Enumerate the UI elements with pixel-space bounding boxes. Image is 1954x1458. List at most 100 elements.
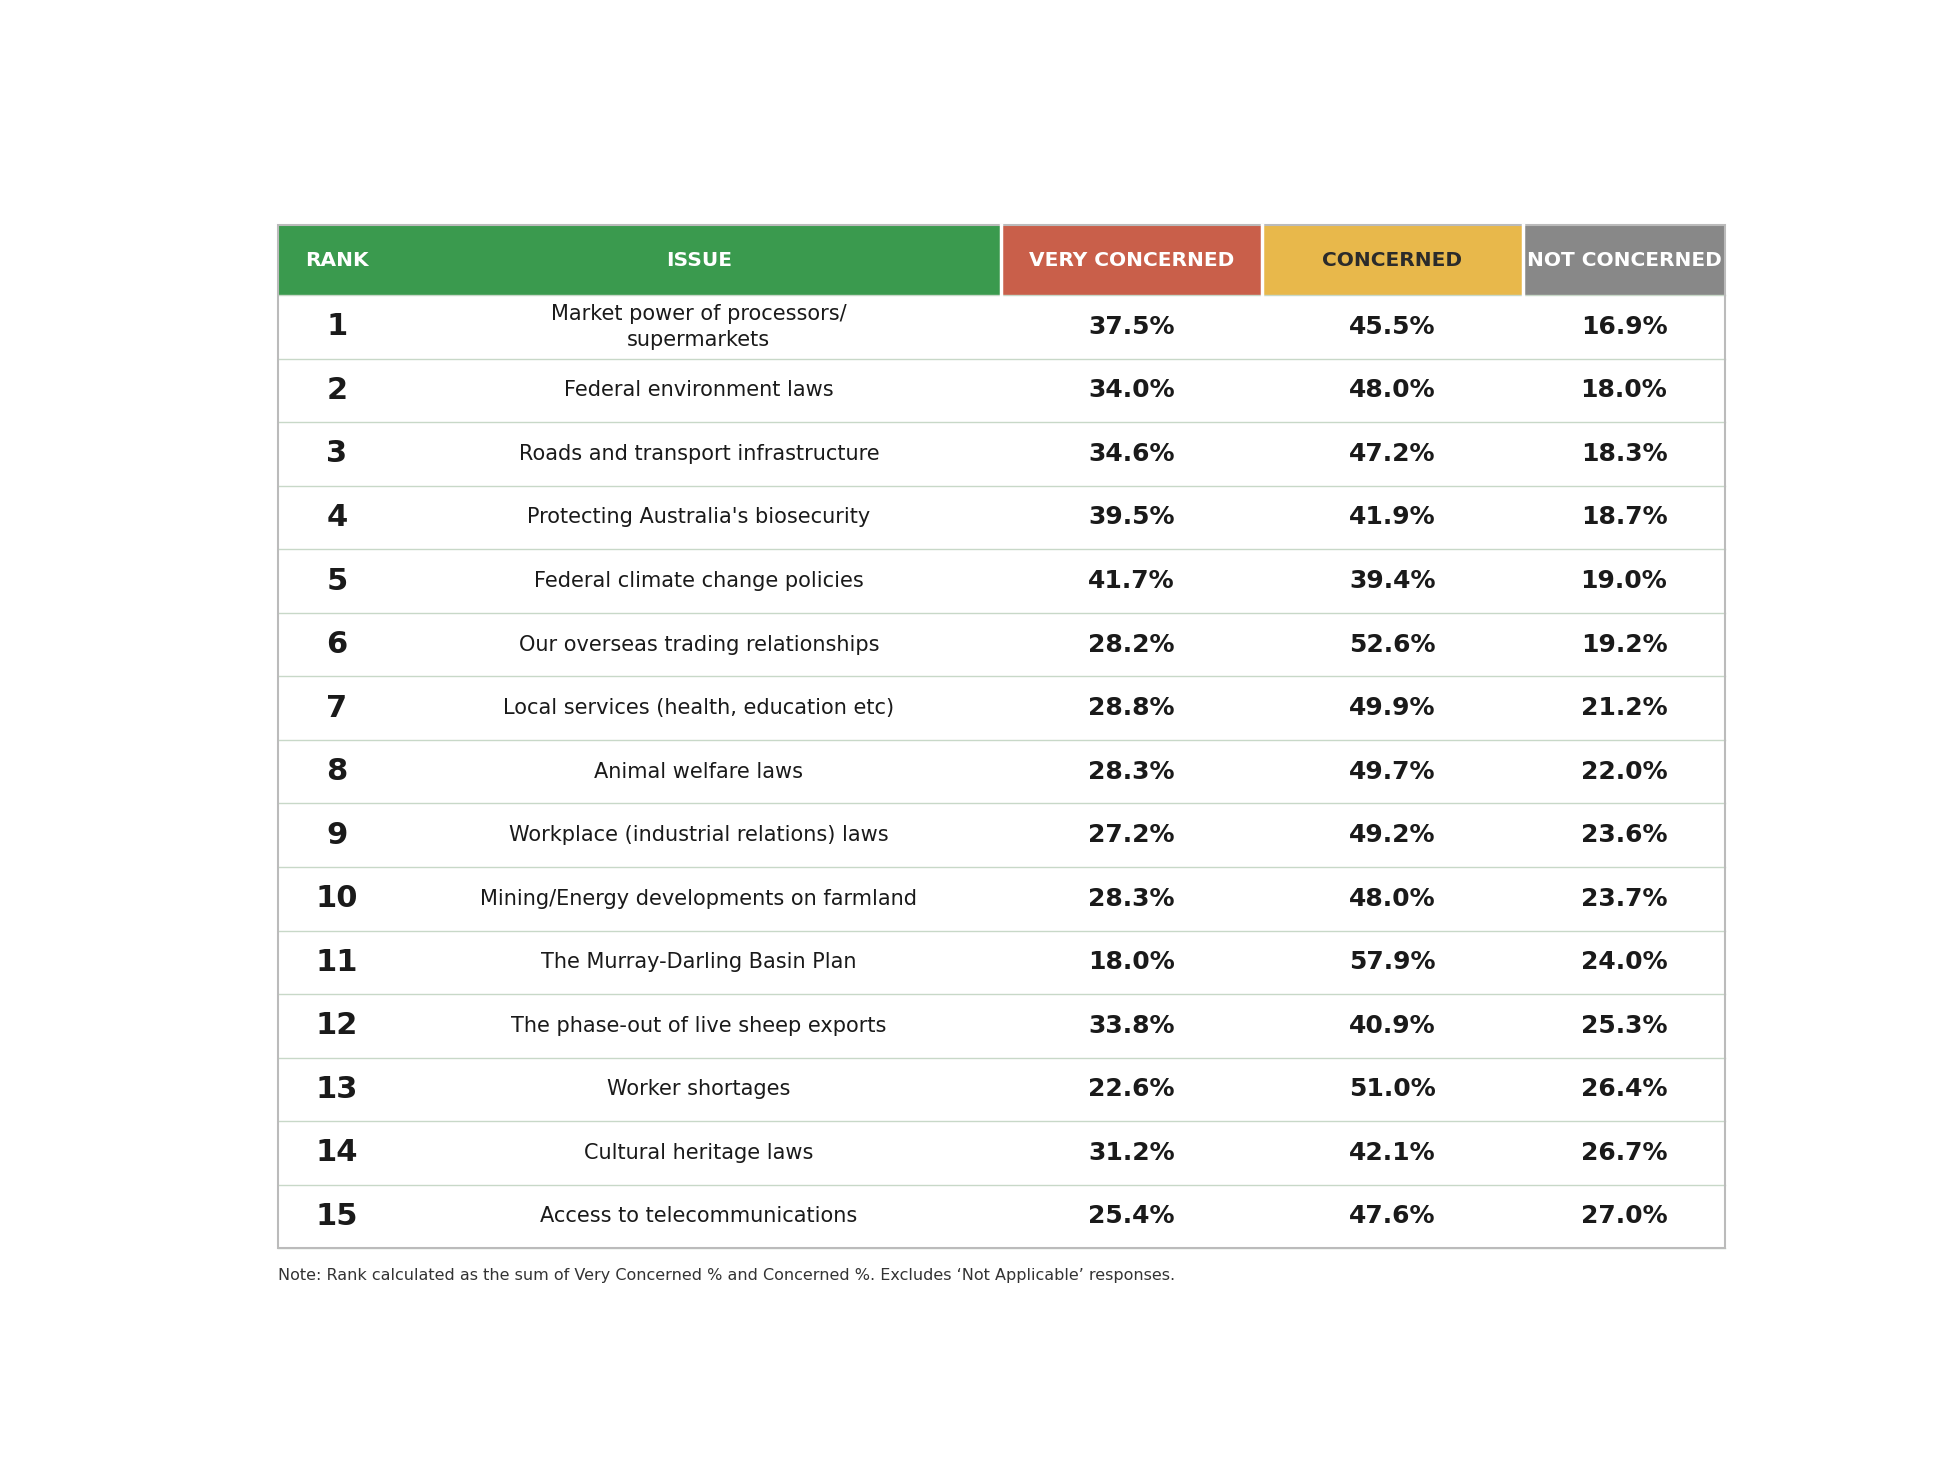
Bar (1002, 226, 1262, 295)
Text: Market power of processors/
supermarkets: Market power of processors/ supermarkets (551, 305, 846, 350)
Text: 12: 12 (317, 1012, 358, 1041)
Text: 48.0%: 48.0% (1348, 379, 1436, 402)
Text: 28.2%: 28.2% (1088, 633, 1174, 656)
Text: 45.5%: 45.5% (1348, 315, 1436, 338)
Bar (277, 739, 1725, 803)
Text: 42.1%: 42.1% (1348, 1142, 1436, 1165)
Text: Cultural heritage laws: Cultural heritage laws (584, 1143, 813, 1163)
Text: Federal environment laws: Federal environment laws (565, 381, 834, 401)
Bar (277, 994, 1725, 1057)
Text: 18.0%: 18.0% (1088, 951, 1174, 974)
Text: 1: 1 (326, 312, 348, 341)
Bar (277, 930, 1725, 994)
Text: 15: 15 (317, 1201, 358, 1231)
Text: Workplace (industrial relations) laws: Workplace (industrial relations) laws (510, 825, 889, 846)
Text: 18.3%: 18.3% (1581, 442, 1667, 467)
Text: Local services (health, education etc): Local services (health, education etc) (504, 698, 895, 719)
Text: 19.0%: 19.0% (1581, 569, 1667, 593)
Text: Our overseas trading relationships: Our overseas trading relationships (518, 634, 879, 655)
Bar (277, 868, 1725, 930)
Bar (277, 486, 1725, 550)
Text: 14: 14 (317, 1139, 358, 1168)
Text: Protecting Australia's biosecurity: Protecting Australia's biosecurity (528, 507, 870, 528)
Text: 22.0%: 22.0% (1581, 760, 1667, 783)
Text: 27.0%: 27.0% (1581, 1204, 1667, 1229)
Text: 51.0%: 51.0% (1348, 1077, 1436, 1101)
Text: 28.3%: 28.3% (1088, 886, 1174, 911)
Text: The phase-out of live sheep exports: The phase-out of live sheep exports (512, 1016, 887, 1035)
Text: 33.8%: 33.8% (1088, 1013, 1174, 1038)
Bar (1522, 226, 1725, 295)
Text: ISSUE: ISSUE (666, 251, 733, 270)
Text: 31.2%: 31.2% (1088, 1142, 1174, 1165)
Text: 40.9%: 40.9% (1348, 1013, 1436, 1038)
Text: 11: 11 (317, 948, 358, 977)
Text: Animal welfare laws: Animal welfare laws (594, 761, 803, 781)
Text: 27.2%: 27.2% (1088, 824, 1174, 847)
Text: 49.7%: 49.7% (1348, 760, 1436, 783)
Text: VERY CONCERNED: VERY CONCERNED (1030, 251, 1235, 270)
Bar (277, 550, 1725, 612)
Text: 47.6%: 47.6% (1348, 1204, 1436, 1229)
Text: 37.5%: 37.5% (1088, 315, 1174, 338)
Text: 48.0%: 48.0% (1348, 886, 1436, 911)
Text: 24.0%: 24.0% (1581, 951, 1667, 974)
Bar (277, 677, 1725, 739)
Bar (277, 295, 1725, 359)
Text: 41.7%: 41.7% (1088, 569, 1174, 593)
Text: CONCERNED: CONCERNED (1323, 251, 1462, 270)
Text: 23.7%: 23.7% (1581, 886, 1667, 911)
Text: 19.2%: 19.2% (1581, 633, 1667, 656)
Bar (277, 1121, 1725, 1185)
Bar (277, 1057, 1725, 1121)
Text: 39.4%: 39.4% (1348, 569, 1436, 593)
Bar (277, 423, 1725, 486)
Text: 52.6%: 52.6% (1348, 633, 1436, 656)
Text: 39.5%: 39.5% (1088, 506, 1174, 529)
Text: Federal climate change policies: Federal climate change policies (533, 572, 864, 590)
Text: 16.9%: 16.9% (1581, 315, 1667, 338)
Text: 34.0%: 34.0% (1088, 379, 1174, 402)
Text: 7: 7 (326, 694, 348, 723)
Text: 28.3%: 28.3% (1088, 760, 1174, 783)
Text: Mining/Energy developments on farmland: Mining/Energy developments on farmland (481, 889, 916, 908)
Text: 34.6%: 34.6% (1088, 442, 1174, 467)
Text: 10: 10 (317, 884, 358, 913)
Text: NOT CONCERNED: NOT CONCERNED (1526, 251, 1721, 270)
Text: 4: 4 (326, 503, 348, 532)
Text: 26.7%: 26.7% (1581, 1142, 1667, 1165)
Text: 26.4%: 26.4% (1581, 1077, 1667, 1101)
Bar (1262, 226, 1522, 295)
Text: 49.9%: 49.9% (1348, 695, 1436, 720)
Text: Note: Rank calculated as the sum of Very Concerned % and Concerned %. Excludes ‘: Note: Rank calculated as the sum of Very… (277, 1268, 1174, 1283)
Text: 3: 3 (326, 439, 348, 468)
Text: 41.9%: 41.9% (1348, 506, 1436, 529)
Text: The Murray-Darling Basin Plan: The Murray-Darling Basin Plan (541, 952, 856, 972)
Text: Worker shortages: Worker shortages (608, 1079, 791, 1099)
Text: 28.8%: 28.8% (1088, 695, 1174, 720)
Text: 2: 2 (326, 376, 348, 405)
Text: 49.2%: 49.2% (1348, 824, 1436, 847)
Text: RANK: RANK (305, 251, 369, 270)
Text: 5: 5 (326, 567, 348, 595)
Bar (277, 226, 397, 295)
Text: 21.2%: 21.2% (1581, 695, 1667, 720)
Bar (277, 612, 1725, 677)
Text: 9: 9 (326, 821, 348, 850)
Text: 18.0%: 18.0% (1581, 379, 1667, 402)
Text: 25.4%: 25.4% (1088, 1204, 1174, 1229)
Bar (277, 1185, 1725, 1248)
Text: Access to telecommunications: Access to telecommunications (539, 1206, 858, 1226)
Text: 57.9%: 57.9% (1348, 951, 1436, 974)
Text: Roads and transport infrastructure: Roads and transport infrastructure (518, 443, 879, 464)
Text: 18.7%: 18.7% (1581, 506, 1667, 529)
Text: 6: 6 (326, 630, 348, 659)
Text: 8: 8 (326, 757, 348, 786)
Text: 13: 13 (317, 1075, 358, 1104)
Text: 22.6%: 22.6% (1088, 1077, 1174, 1101)
Text: 23.6%: 23.6% (1581, 824, 1667, 847)
Text: 25.3%: 25.3% (1581, 1013, 1667, 1038)
Text: 47.2%: 47.2% (1348, 442, 1436, 467)
Bar (397, 226, 1000, 295)
Bar (277, 803, 1725, 868)
